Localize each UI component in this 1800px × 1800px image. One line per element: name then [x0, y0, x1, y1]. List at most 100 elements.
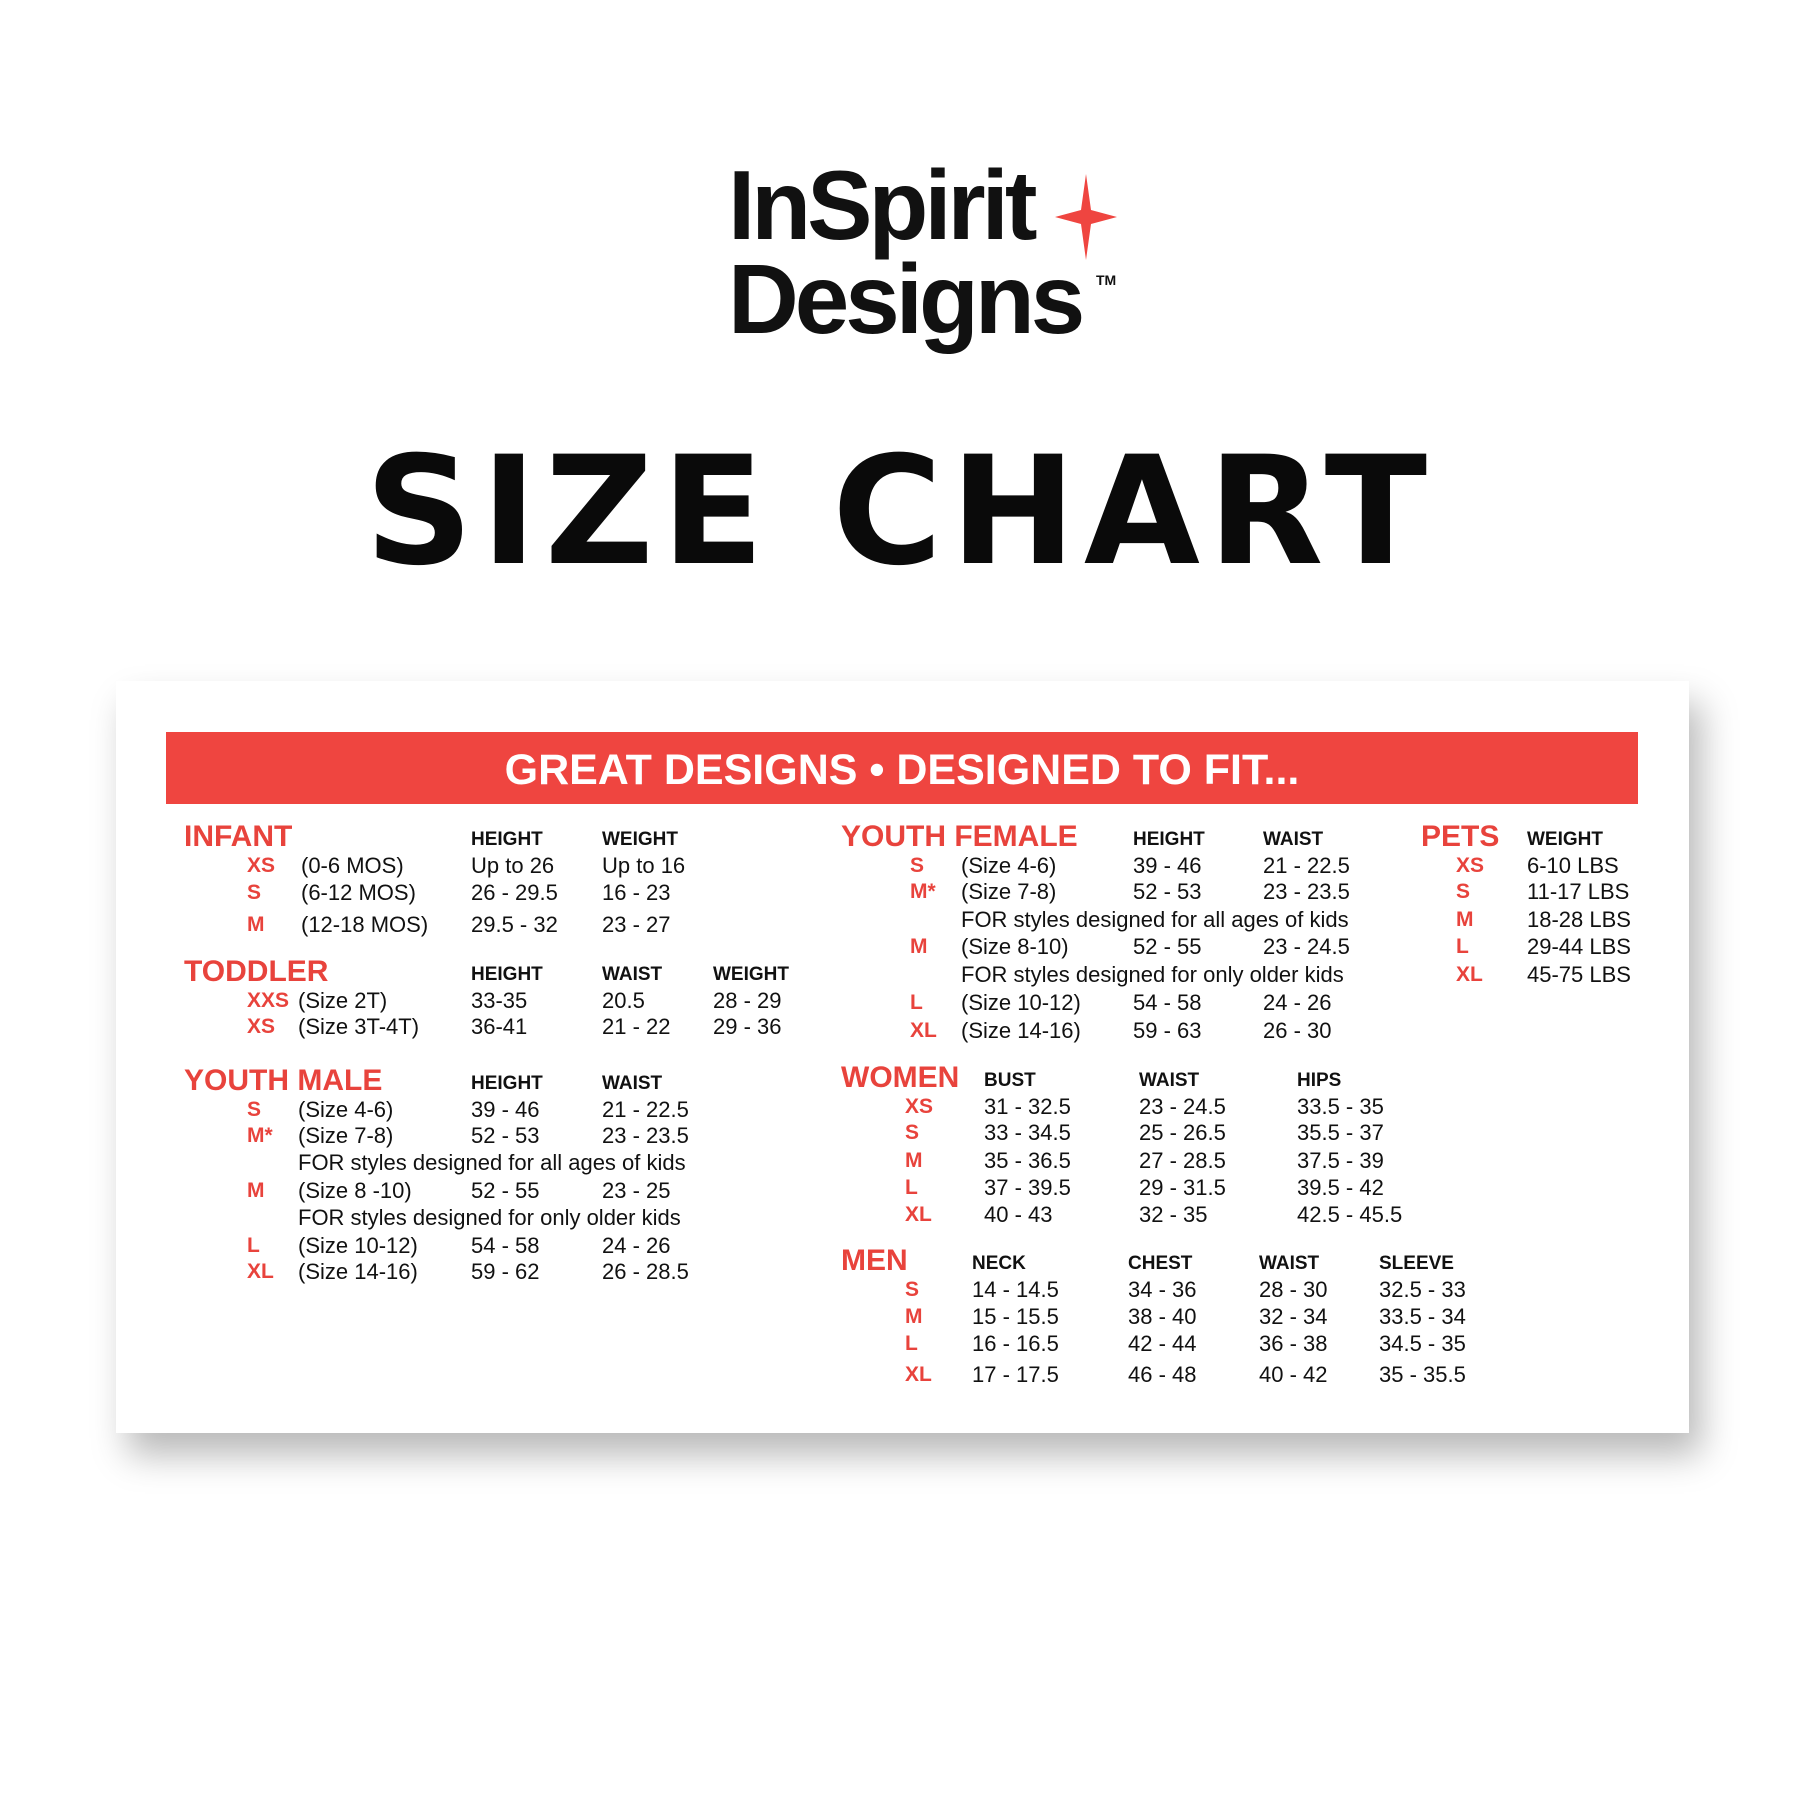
measurement-cell: 31 - 32.5 [984, 1094, 1071, 1119]
measurement-cell: 24 - 26 [1263, 990, 1332, 1015]
measurement-cell: 26 - 28.5 [602, 1259, 689, 1284]
size-label: S [905, 1121, 920, 1144]
measurement-cell: 28 - 29 [713, 988, 782, 1013]
measurement-cell: 32 - 35 [1139, 1202, 1208, 1227]
size-label: S [1456, 880, 1471, 903]
measurement-cell: 23 - 23.5 [602, 1123, 689, 1148]
measurement-cell: 52 - 53 [1133, 879, 1202, 904]
measurement-cell: 36 - 38 [1259, 1331, 1328, 1356]
size-label: XS [905, 1095, 934, 1118]
row-note: FOR styles designed for all ages of kids [298, 1150, 686, 1175]
measurement-cell: 15 - 15.5 [972, 1304, 1059, 1329]
size-description: (Size 7-8) [961, 879, 1057, 904]
logo-line-1: InSpirit [728, 150, 1038, 260]
measurement-cell: 35 - 36.5 [984, 1148, 1071, 1173]
column-header: CHEST [1128, 1253, 1193, 1274]
measurement-cell: 35.5 - 37 [1297, 1120, 1384, 1145]
measurement-cell: 34.5 - 35 [1379, 1331, 1466, 1356]
size-label: L [1456, 935, 1469, 958]
measurement-cell: 16 - 23 [602, 880, 671, 905]
column-header: WAIST [1139, 1070, 1200, 1091]
banner: GREAT DESIGNS • DESIGNED TO FIT... [166, 732, 1638, 804]
measurement-cell: 33.5 - 34 [1379, 1304, 1466, 1329]
size-label: M* [247, 1124, 273, 1147]
measurement-cell: 23 - 27 [602, 912, 671, 937]
trademark: TM [1096, 272, 1117, 288]
size-description: (Size 14-16) [961, 1018, 1081, 1043]
measurement-cell: 24 - 26 [602, 1233, 671, 1258]
measurement-cell: 18-28 LBS [1527, 907, 1631, 932]
measurement-cell: 37 - 39.5 [984, 1175, 1071, 1200]
size-label: XL [1456, 963, 1483, 986]
measurement-cell: 52 - 55 [471, 1178, 540, 1203]
measurement-cell: 36-41 [471, 1014, 528, 1039]
size-label: L [910, 991, 923, 1014]
size-label: M [910, 935, 928, 958]
measurement-cell: 28 - 30 [1259, 1277, 1328, 1302]
size-label: XL [905, 1203, 932, 1226]
measurement-cell: 54 - 58 [1133, 990, 1202, 1015]
size-description: (Size 3T-4T) [298, 1014, 420, 1039]
section-title-men: MEN [841, 1244, 908, 1277]
size-description: (Size 8 -10) [298, 1178, 412, 1203]
size-label: S [910, 854, 925, 877]
measurement-cell: 52 - 53 [471, 1123, 540, 1148]
measurement-cell: 38 - 40 [1128, 1304, 1197, 1329]
column-header: HEIGHT [471, 829, 543, 850]
measurement-cell: 25 - 26.5 [1139, 1120, 1226, 1145]
size-label: XL [247, 1260, 274, 1283]
logo: InSpirit Designs TM [720, 150, 1160, 360]
section-title-pets: PETS [1421, 820, 1500, 853]
measurement-cell: 32.5 - 33 [1379, 1277, 1466, 1302]
size-description: (12-18 MOS) [301, 912, 429, 937]
section-title-infant: INFANT [184, 820, 293, 853]
measurement-cell: 17 - 17.5 [972, 1362, 1059, 1387]
section-title-women: WOMEN [841, 1061, 960, 1094]
size-description: (Size 8-10) [961, 934, 1069, 959]
column-header: WAIST [602, 964, 663, 985]
size-description: (Size 4-6) [298, 1097, 394, 1122]
measurement-cell: 26 - 30 [1263, 1018, 1332, 1043]
size-label: XL [910, 1019, 937, 1042]
measurement-cell: 32 - 34 [1259, 1304, 1328, 1329]
column-header: BUST [984, 1070, 1036, 1091]
size-description: (Size 2T) [298, 988, 388, 1013]
measurement-cell: 20.5 [602, 988, 645, 1013]
size-description: (Size 10-12) [298, 1233, 418, 1258]
measurement-cell: 29-44 LBS [1527, 934, 1631, 959]
measurement-cell: 45-75 LBS [1527, 962, 1631, 987]
size-label: S [247, 881, 262, 904]
row-note: FOR styles designed for all ages of kids [961, 907, 1349, 932]
measurement-cell: 40 - 42 [1259, 1362, 1328, 1387]
size-label: XS [247, 1015, 276, 1038]
column-header: WEIGHT [1527, 829, 1603, 850]
size-chart-card: GREAT DESIGNS • DESIGNED TO FIT... INFAN… [116, 681, 1689, 1433]
column-header: NECK [972, 1253, 1026, 1274]
measurement-cell: 35 - 35.5 [1379, 1362, 1466, 1387]
column-header: WAIST [602, 1073, 663, 1094]
measurement-cell: 23 - 24.5 [1139, 1094, 1226, 1119]
measurement-cell: 40 - 43 [984, 1202, 1053, 1227]
measurement-cell: 26 - 29.5 [471, 880, 558, 905]
section-title-toddler: TODDLER [184, 955, 329, 988]
measurement-cell: 42.5 - 45.5 [1297, 1202, 1403, 1227]
size-label: S [247, 1098, 262, 1121]
measurement-cell: 21 - 22 [602, 1014, 671, 1039]
measurement-cell: 33 - 34.5 [984, 1120, 1071, 1145]
size-description: (Size 14-16) [298, 1259, 418, 1284]
size-label: L [247, 1234, 260, 1257]
measurement-cell: 16 - 16.5 [972, 1331, 1059, 1356]
column-header: WAIST [1263, 829, 1324, 850]
size-label: M [905, 1149, 923, 1172]
measurement-cell: 23 - 25 [602, 1178, 671, 1203]
size-description: (Size 7-8) [298, 1123, 394, 1148]
measurement-cell: 52 - 55 [1133, 934, 1202, 959]
section-title-youth-male: YOUTH MALE [184, 1064, 383, 1097]
measurement-cell: 46 - 48 [1128, 1362, 1197, 1387]
size-description: (Size 10-12) [961, 990, 1081, 1015]
measurement-cell: 39.5 - 42 [1297, 1175, 1384, 1200]
measurement-cell: Up to 26 [471, 853, 555, 878]
size-description: (0-6 MOS) [301, 853, 404, 878]
measurement-cell: 54 - 58 [471, 1233, 540, 1258]
measurement-cell: 14 - 14.5 [972, 1277, 1059, 1302]
